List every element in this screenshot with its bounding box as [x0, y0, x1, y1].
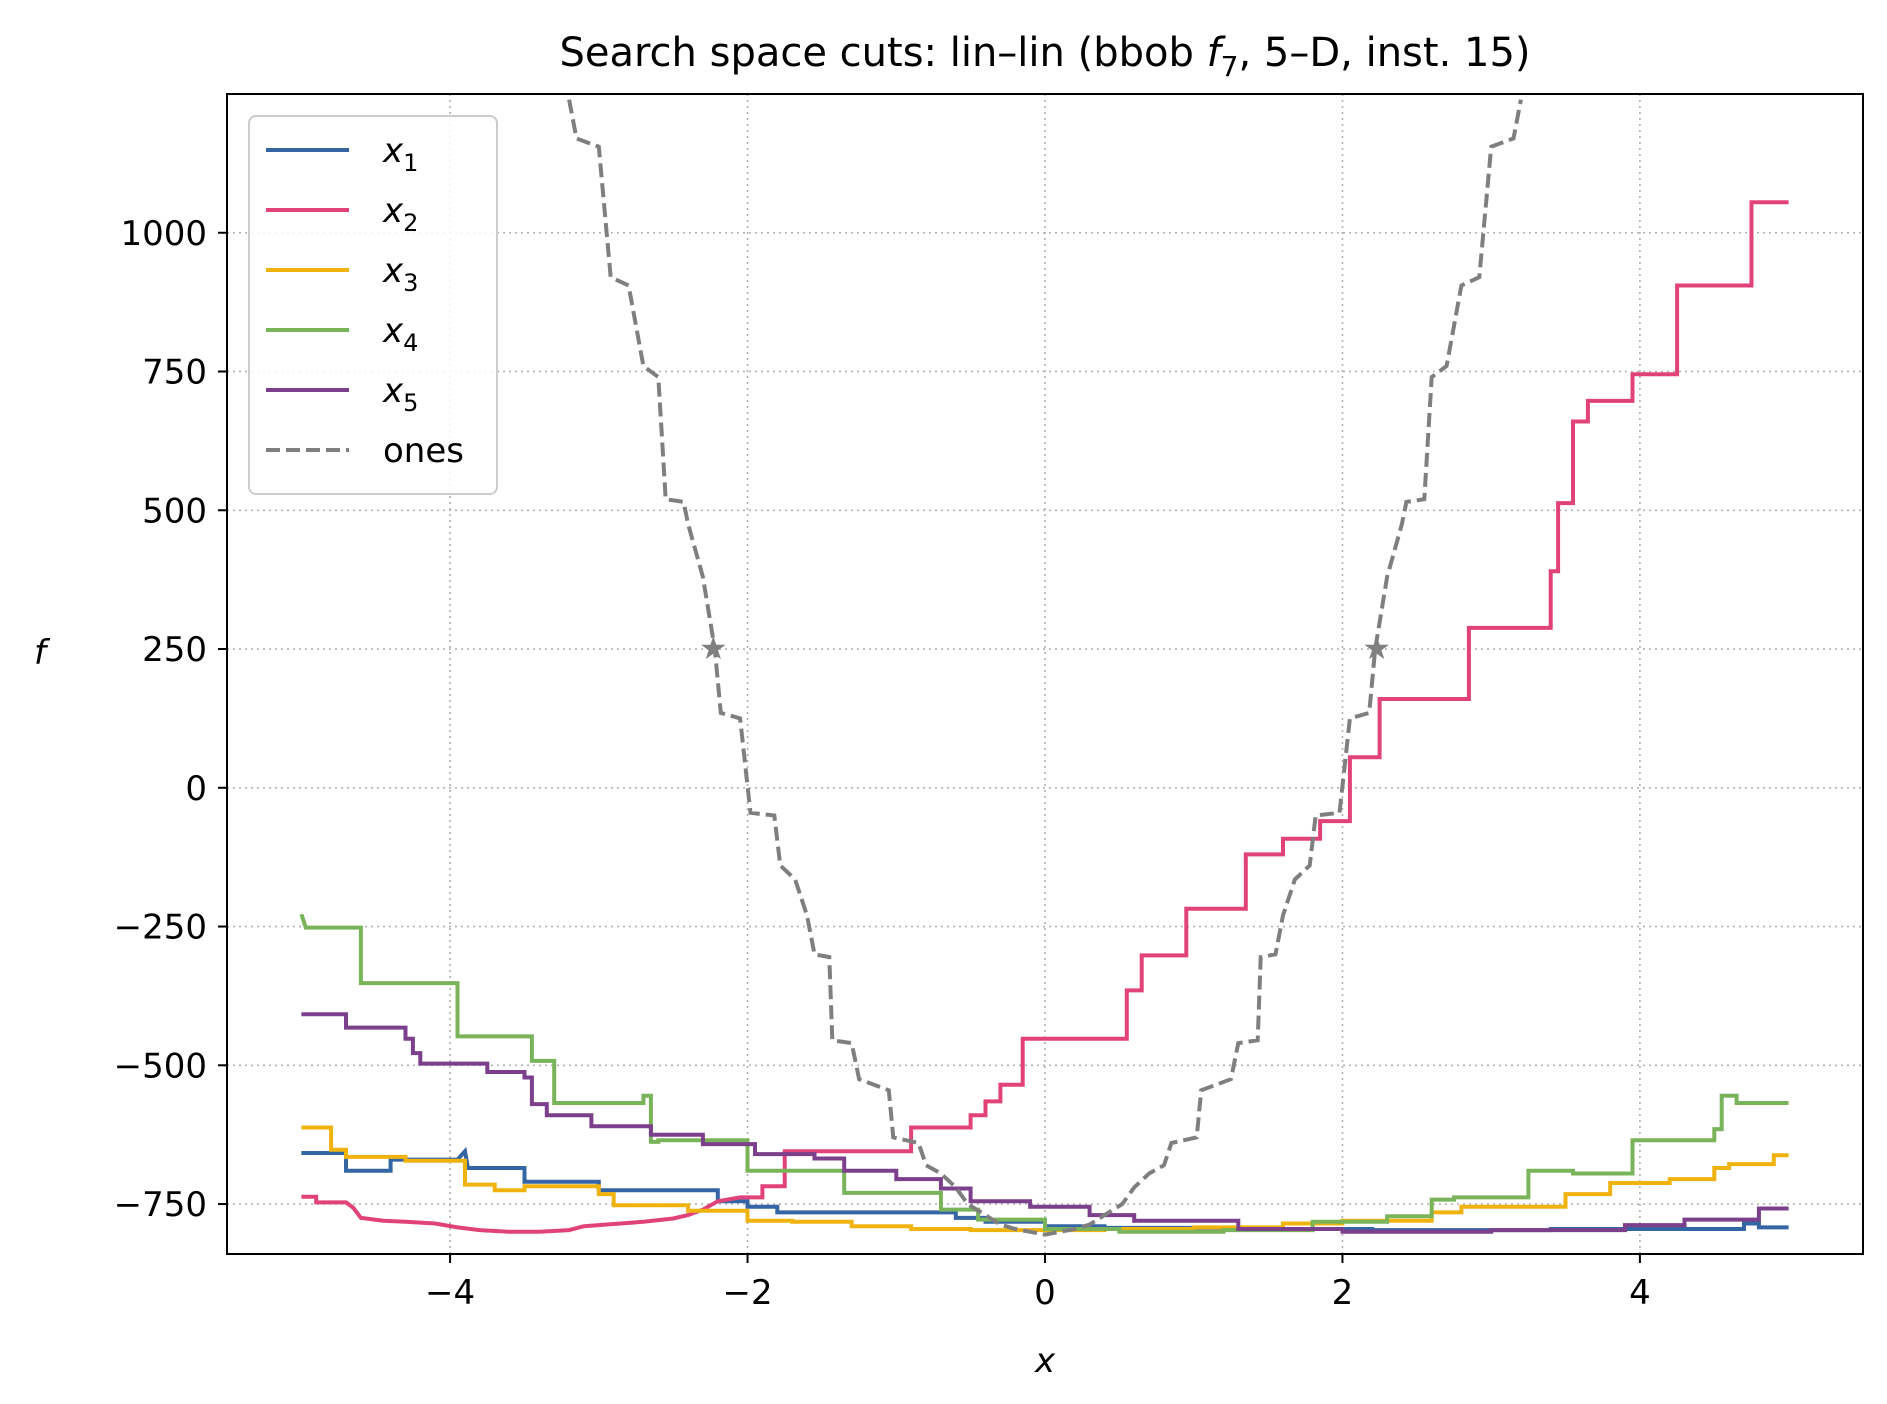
chart-title: Search space cuts: lin–lin (bbob f7, 5–D…: [559, 30, 1530, 83]
y-tick-label: 0: [185, 769, 207, 809]
series-line-ones: [567, 99, 1523, 1237]
y-tick-label: −500: [114, 1046, 207, 1086]
grid: [227, 94, 1863, 1254]
x-tick-label: 0: [1034, 1273, 1056, 1313]
legend-label: x1: [382, 131, 418, 177]
y-tick-label: 750: [142, 353, 207, 393]
y-tick-label: 250: [142, 630, 207, 670]
y-tick-label: 1000: [120, 214, 207, 254]
series-line-x3: [301, 1125, 1789, 1233]
y-tick-label: 500: [142, 491, 207, 531]
legend-label: x2: [382, 191, 418, 237]
y-tick-label: −250: [114, 908, 207, 948]
x-tick-label: −2: [722, 1273, 772, 1313]
series-layer: [299, 99, 1789, 1237]
marker-layer: ★ ★: [699, 629, 1391, 667]
legend-label: x4: [382, 311, 418, 357]
axis-ticks: −4 −2 0 2 4 −750 −500 −250 0 250 500 750 1000: [114, 214, 1651, 1313]
legend-label: x3: [382, 251, 418, 297]
series-line-x4: [299, 913, 1789, 1234]
x-tick-label: 4: [1629, 1273, 1651, 1313]
legend-label: ones: [383, 431, 464, 471]
x-tick-label: 2: [1332, 1273, 1354, 1313]
x-axis-label: x: [1034, 1341, 1056, 1381]
y-tick-label: −750: [114, 1185, 207, 1225]
legend: x1 x2 x3 x4 x5 ones: [248, 115, 498, 495]
x-tick-label: −4: [425, 1273, 475, 1313]
star-marker: ★: [1362, 629, 1391, 667]
plot-frame: [226, 93, 1864, 1255]
series-line-x5: [301, 1012, 1789, 1234]
series-line-x2: [301, 200, 1789, 1234]
star-marker: ★: [699, 629, 728, 667]
legend-label: x5: [382, 371, 418, 417]
